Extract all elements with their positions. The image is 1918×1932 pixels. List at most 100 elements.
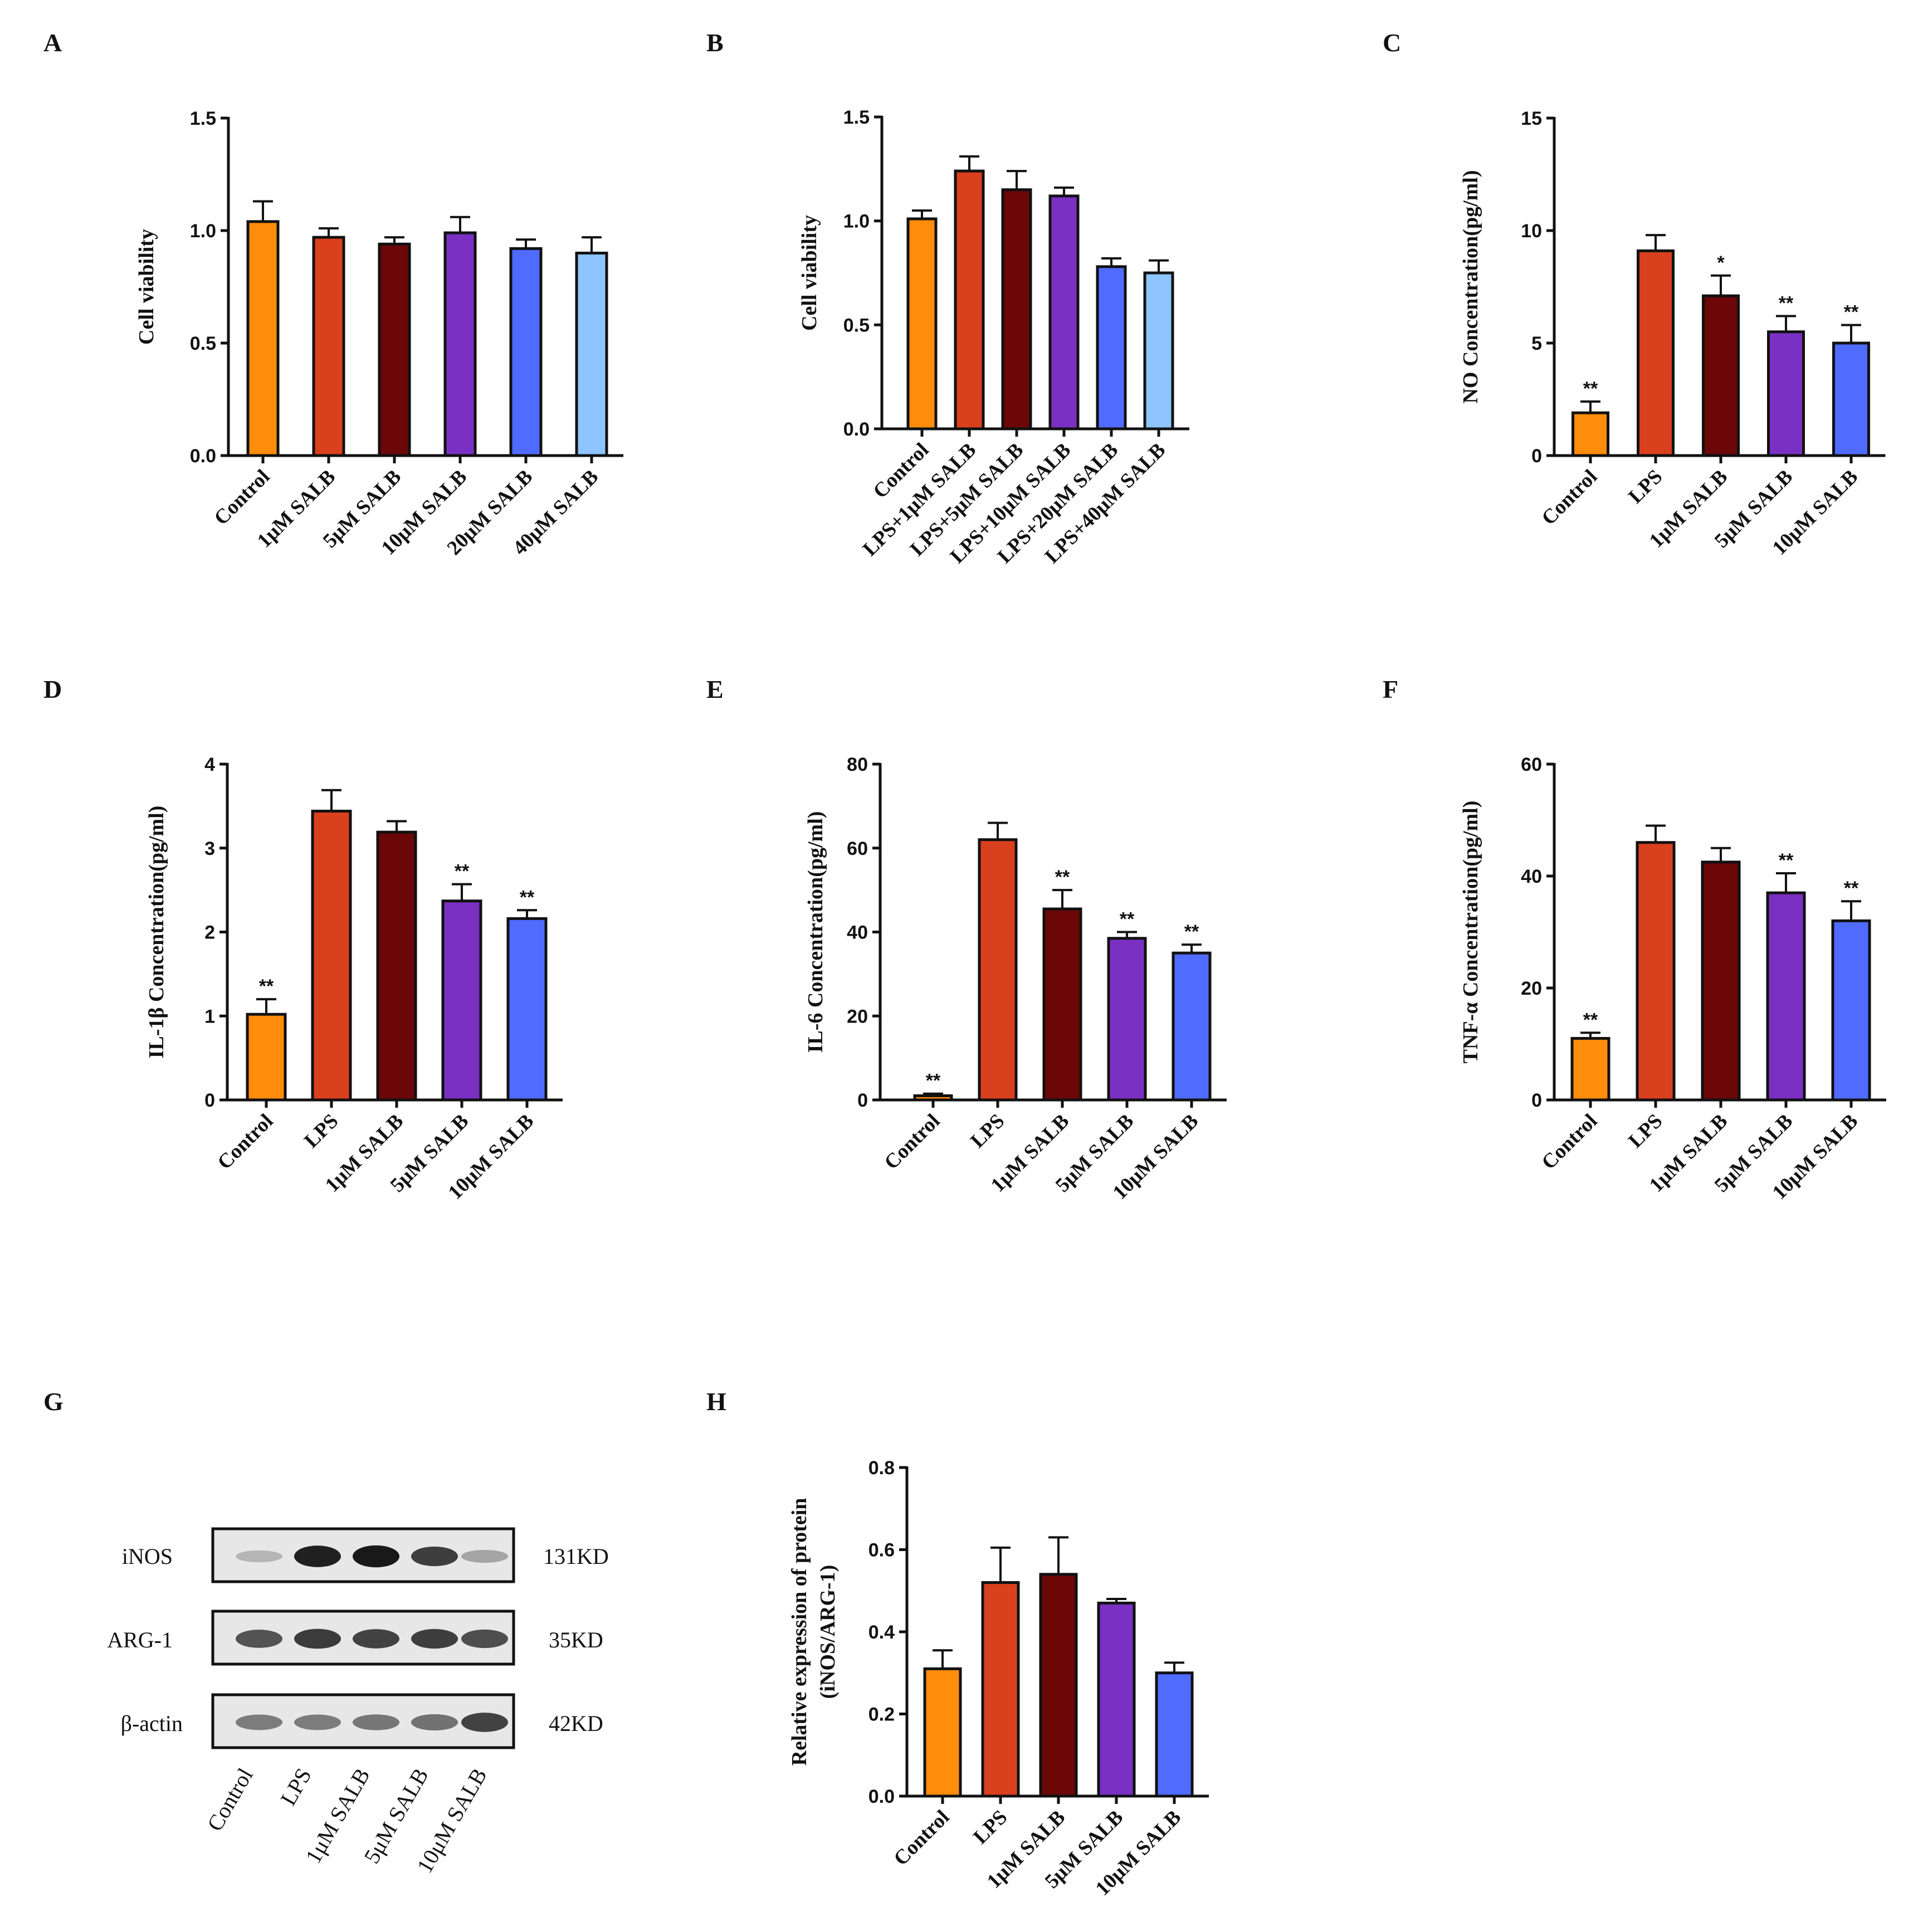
significance-marker: ** (1184, 921, 1199, 942)
significance-marker: ** (1779, 850, 1794, 871)
bar (923, 1667, 962, 1798)
y-tick-label: 20 (847, 1006, 868, 1027)
blot-band (353, 1629, 399, 1649)
bar (1039, 1573, 1078, 1798)
bar (1701, 860, 1741, 1102)
size-label-beta-actin: 42KD (549, 1711, 603, 1736)
bar (1172, 951, 1212, 1102)
y-tick-label: 0 (1531, 446, 1542, 467)
y-tick-label: 1.0 (190, 221, 216, 242)
panel-label-H: H (706, 1387, 726, 1416)
significance-marker: ** (1844, 302, 1859, 323)
bar (1155, 1671, 1194, 1798)
bar (978, 838, 1018, 1102)
size-label-arg1: 35KD (549, 1627, 603, 1652)
y-tick-label: 10 (1521, 221, 1542, 242)
blot-band (294, 1545, 341, 1567)
blot-band (294, 1714, 341, 1730)
y-tick-label: 60 (1521, 754, 1542, 775)
bar (376, 830, 417, 1102)
y-tick-label: 40 (847, 922, 868, 943)
blot-band (411, 1714, 458, 1731)
bar (906, 217, 938, 431)
y-tick-label: 0.0 (868, 1786, 895, 1807)
significance-marker: ** (1844, 878, 1859, 899)
y-axis-label-2: (iNOS/ARG-1) (816, 1565, 840, 1699)
bar (1766, 891, 1806, 1102)
significance-marker: ** (1055, 867, 1070, 888)
y-axis-label: Relative expression of protein (788, 1498, 811, 1766)
bar (1832, 341, 1870, 457)
significance-marker: ** (926, 1070, 941, 1092)
blot-band (353, 1714, 399, 1730)
y-tick-label: 0.6 (868, 1540, 895, 1561)
bar (246, 1013, 287, 1102)
y-axis-label: TNF-α Concentration(pg/ml) (1459, 801, 1482, 1064)
chart-panel-H: H 0.0 0.2 0.4 0.6 0.8 Relative expression of p… (706, 1387, 1209, 1900)
blot-strips (211, 1527, 515, 1749)
y-tick-label: 0 (204, 1090, 215, 1111)
y-tick-label: 1 (204, 1006, 215, 1027)
bar (1143, 271, 1174, 431)
bar (1767, 330, 1805, 457)
bar (378, 242, 411, 457)
y-tick-label: 0.5 (190, 333, 216, 354)
y-axis-label: NO Concentration(pg/ml) (1459, 170, 1482, 403)
protein-label-inos: iNOS (122, 1544, 173, 1569)
y-tick-label: 1.0 (843, 211, 870, 232)
significance-marker: * (1717, 252, 1725, 273)
bar (1107, 937, 1147, 1102)
significance-marker: ** (259, 976, 274, 997)
y-tick-label: 1.5 (190, 108, 216, 129)
blot-band (411, 1546, 458, 1567)
significance-marker: ** (1120, 909, 1135, 930)
protein-label-arg1: ARG-1 (107, 1627, 173, 1652)
y-tick-label: 60 (847, 838, 868, 859)
panel-label-D: D (43, 675, 62, 703)
panel-label-G: G (43, 1387, 64, 1416)
bar (575, 251, 608, 457)
panel-label-C: C (1383, 28, 1401, 57)
panel-label-F: F (1383, 675, 1398, 703)
size-label-inos: 131KD (543, 1544, 609, 1569)
bar (1048, 194, 1080, 431)
y-tick-label: 0.5 (843, 315, 870, 336)
blot-band (411, 1628, 458, 1649)
blot-band (236, 1550, 282, 1563)
bar (1570, 1036, 1610, 1102)
y-tick-label: 0.4 (868, 1622, 895, 1643)
y-axis-label: IL-1β Concentration(pg/ml) (145, 806, 168, 1059)
bar (1096, 265, 1127, 431)
bar (981, 1581, 1020, 1798)
y-tick-label: 0.0 (843, 419, 870, 440)
panel-label-A: A (43, 28, 62, 57)
blot-band (353, 1545, 399, 1568)
y-tick-label: 0.8 (868, 1457, 895, 1479)
bar (1572, 411, 1609, 457)
y-tick-label: 0.2 (868, 1704, 895, 1725)
y-tick-label: 5 (1531, 333, 1542, 354)
bar (1636, 841, 1676, 1102)
y-tick-label: 2 (204, 922, 215, 943)
y-tick-label: 3 (204, 838, 215, 859)
significance-marker: ** (1583, 378, 1598, 399)
protein-label-beta-actin: β-actin (121, 1711, 183, 1736)
y-tick-label: 0 (1531, 1090, 1542, 1111)
y-tick-label: 0.0 (190, 446, 216, 467)
bar (1001, 188, 1032, 431)
y-axis-label: Cell viability (135, 229, 158, 345)
bar (1042, 907, 1082, 1102)
y-tick-label: 1.5 (843, 107, 870, 128)
bar (1637, 249, 1675, 457)
y-tick-label: 40 (1521, 866, 1542, 887)
y-axis-label: Cell viability (798, 215, 821, 331)
significance-marker: ** (1779, 293, 1794, 314)
blot-band (461, 1629, 508, 1649)
bar (954, 169, 985, 431)
blot-band (236, 1630, 282, 1648)
bar (509, 247, 543, 457)
bar (506, 917, 548, 1102)
